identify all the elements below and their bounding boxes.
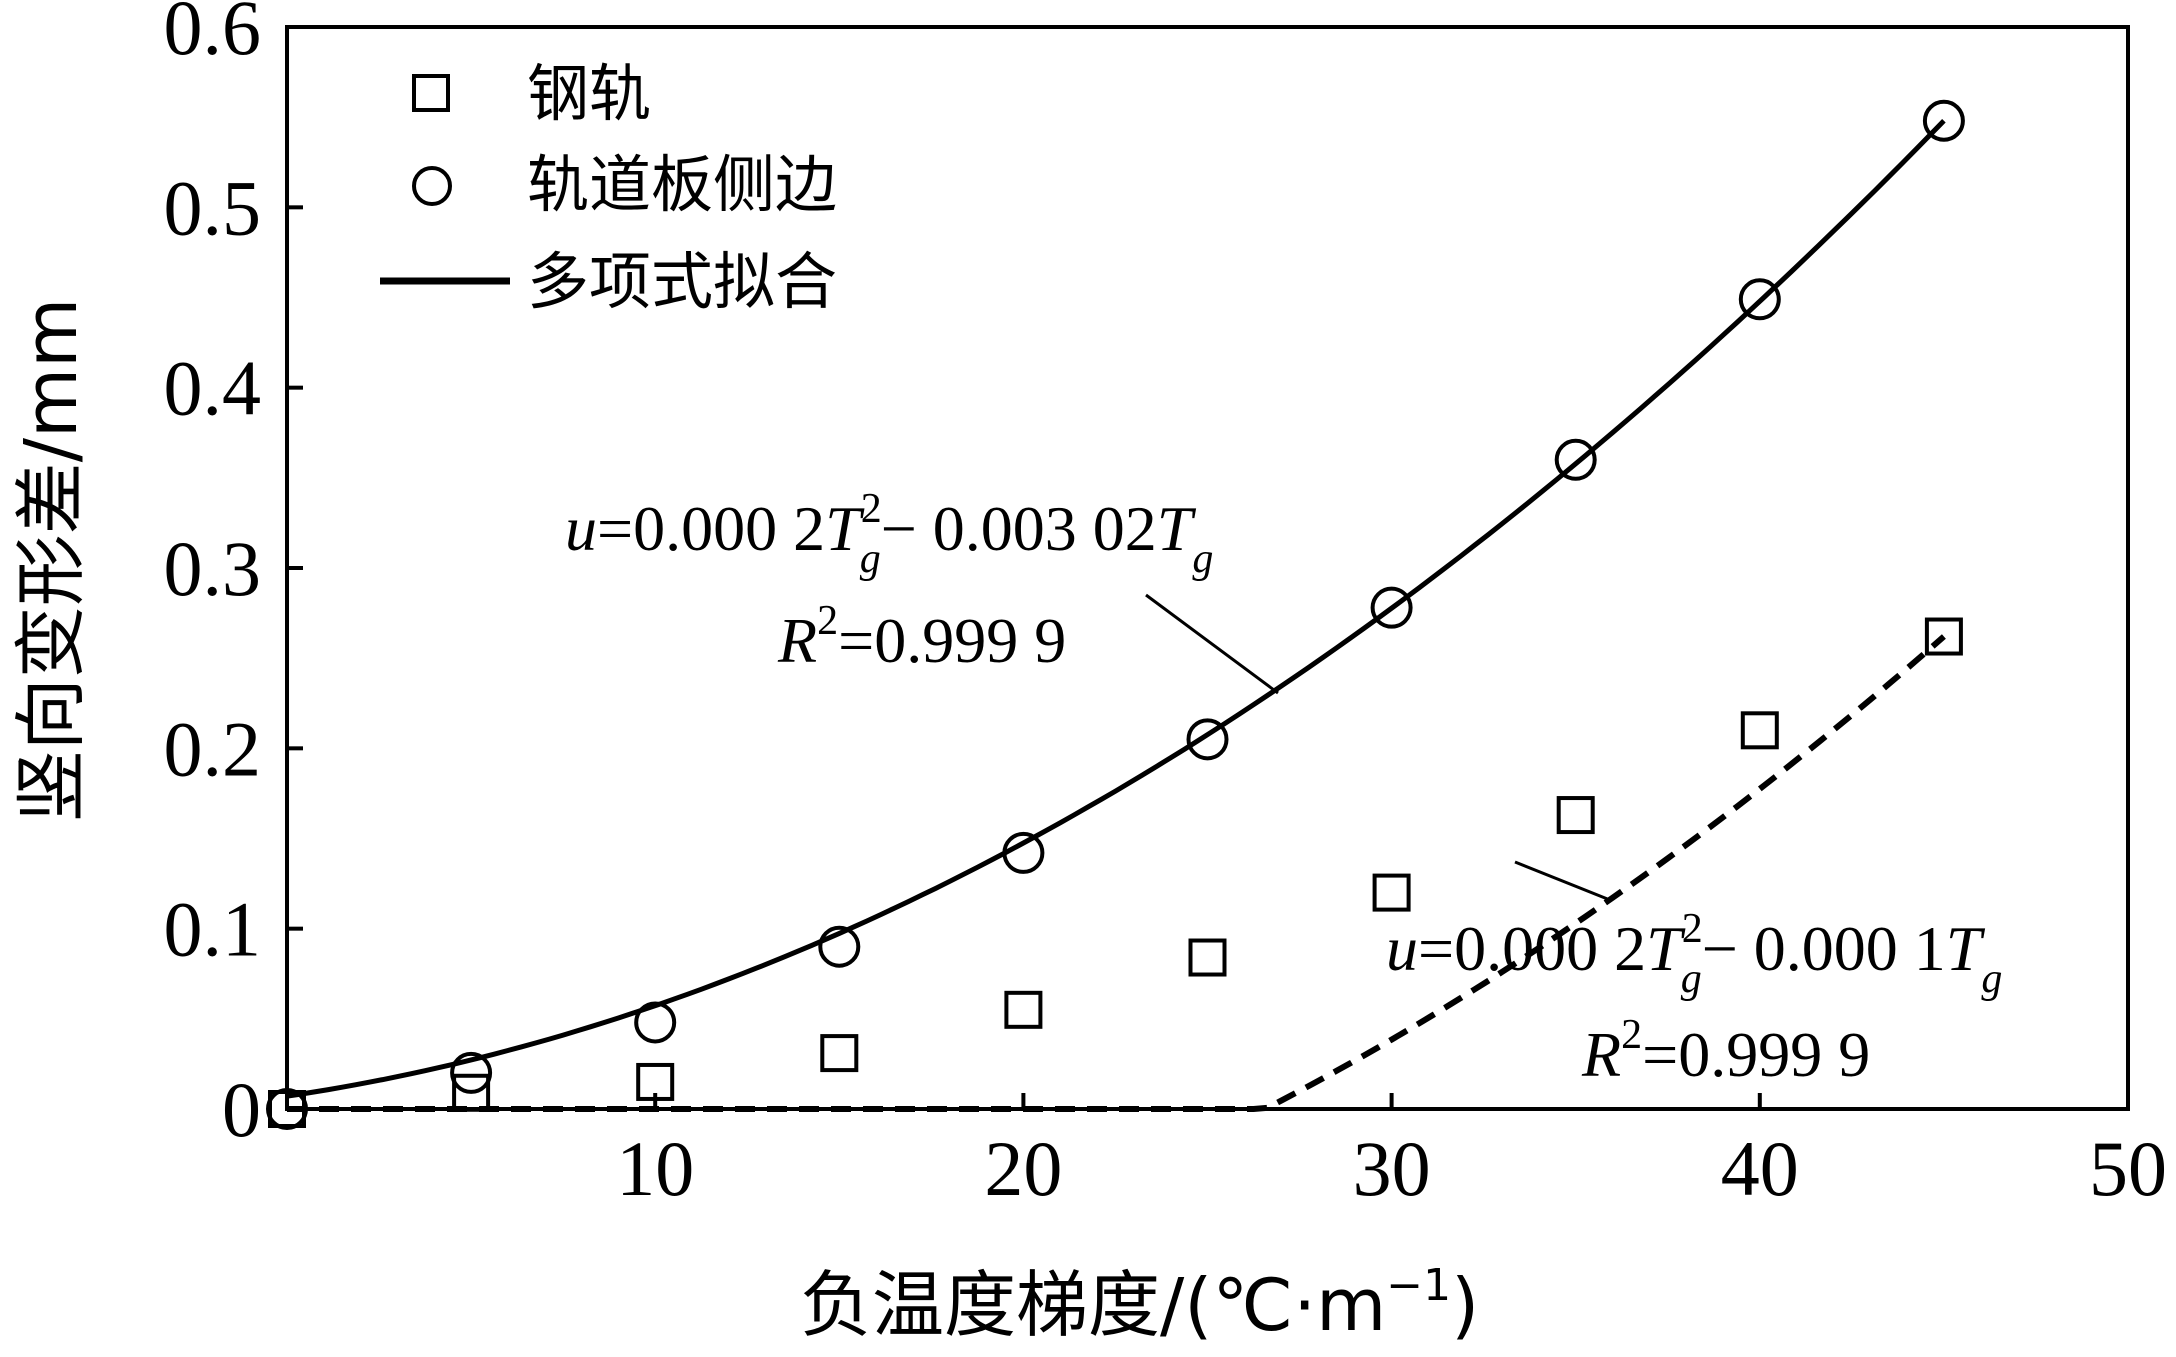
legend-label-fit: 多项式拟合 (527, 245, 837, 318)
data-point-circle (818, 925, 861, 968)
y-tick-label: 0.4 (164, 345, 262, 432)
x-axis-label: 负温度梯度/(℃·m−1) (800, 1260, 1479, 1347)
data-point-square (820, 1034, 859, 1073)
data-point-circle (1002, 831, 1045, 874)
x-tick-label: 20 (984, 1125, 1062, 1212)
y-tick-label: 0.1 (164, 886, 262, 973)
fit-curve-rail (287, 634, 1946, 1112)
data-point-square (268, 1090, 306, 1128)
y-tick-label: 0.2 (164, 705, 262, 792)
fit-curve-slab-edge (286, 119, 1946, 1099)
data-point-square (1372, 873, 1411, 912)
x-tick-label: 10 (616, 1125, 694, 1212)
axis-ticks: 10 20 30 40 50 0 0.1 0.2 0.3 0.4 0.5 0.6 (164, 0, 2168, 1212)
legend: 钢轨 轨道板侧边 多项式拟合 (380, 57, 837, 318)
x-axis-label-end: ) (1451, 1263, 1479, 1347)
y-tick-label: 0 (222, 1066, 261, 1153)
svg-text:R2=0.999 9: R2=0.999 9 (777, 598, 1066, 676)
legend-label-rail: 钢轨 (527, 57, 651, 130)
fit-annotation-slab-edge: u=0.000 2T2 g− 0.003 02Tg R2=0.999 9 (565, 486, 1279, 695)
leader-line-rail (1514, 860, 1611, 902)
data-point-square (1740, 711, 1779, 750)
data-point-circle (634, 1001, 677, 1044)
fit-curves (286, 119, 1946, 1112)
x-tick-label: 50 (2089, 1125, 2167, 1212)
data-point-circle (1554, 438, 1597, 481)
x-axis-label-main: 负温度梯度/(℃·m (800, 1263, 1386, 1347)
data-point-circle (1922, 99, 1965, 142)
data-point-circle (450, 1051, 493, 1094)
legend-label-slab-edge: 轨道板侧边 (527, 148, 837, 221)
y-tick-label: 0.3 (164, 525, 262, 612)
data-point-circle (1370, 586, 1413, 629)
data-point-square (636, 1062, 675, 1101)
svg-text:R2=0.999 9: R2=0.999 9 (1581, 1012, 1870, 1090)
data-point-square (1924, 617, 1963, 656)
legend-circle-marker (412, 166, 452, 206)
fit-annotation-rail: u=0.000 2T2 g− 0.000 1Tg R2=0.999 9 (1386, 860, 2002, 1090)
y-tick-label: 0.6 (164, 0, 262, 71)
data-point-square (1556, 796, 1595, 835)
data-point-square (452, 1073, 491, 1112)
data-point-square (1188, 938, 1227, 977)
data-markers (266, 99, 1965, 1130)
y-tick-label: 0.5 (164, 164, 262, 251)
x-tick-label: 40 (1721, 1125, 1799, 1212)
x-tick-label: 30 (1353, 1125, 1431, 1212)
data-point-circle (1186, 718, 1229, 761)
data-point-square (1004, 990, 1043, 1029)
y-axis-label: 竖向变形差/mm (9, 298, 93, 823)
x-axis-label-sup: −1 (1386, 1260, 1451, 1311)
legend-square-marker (412, 74, 450, 112)
data-point-circle (1738, 278, 1781, 321)
leader-line-slab-edge (1145, 593, 1279, 695)
